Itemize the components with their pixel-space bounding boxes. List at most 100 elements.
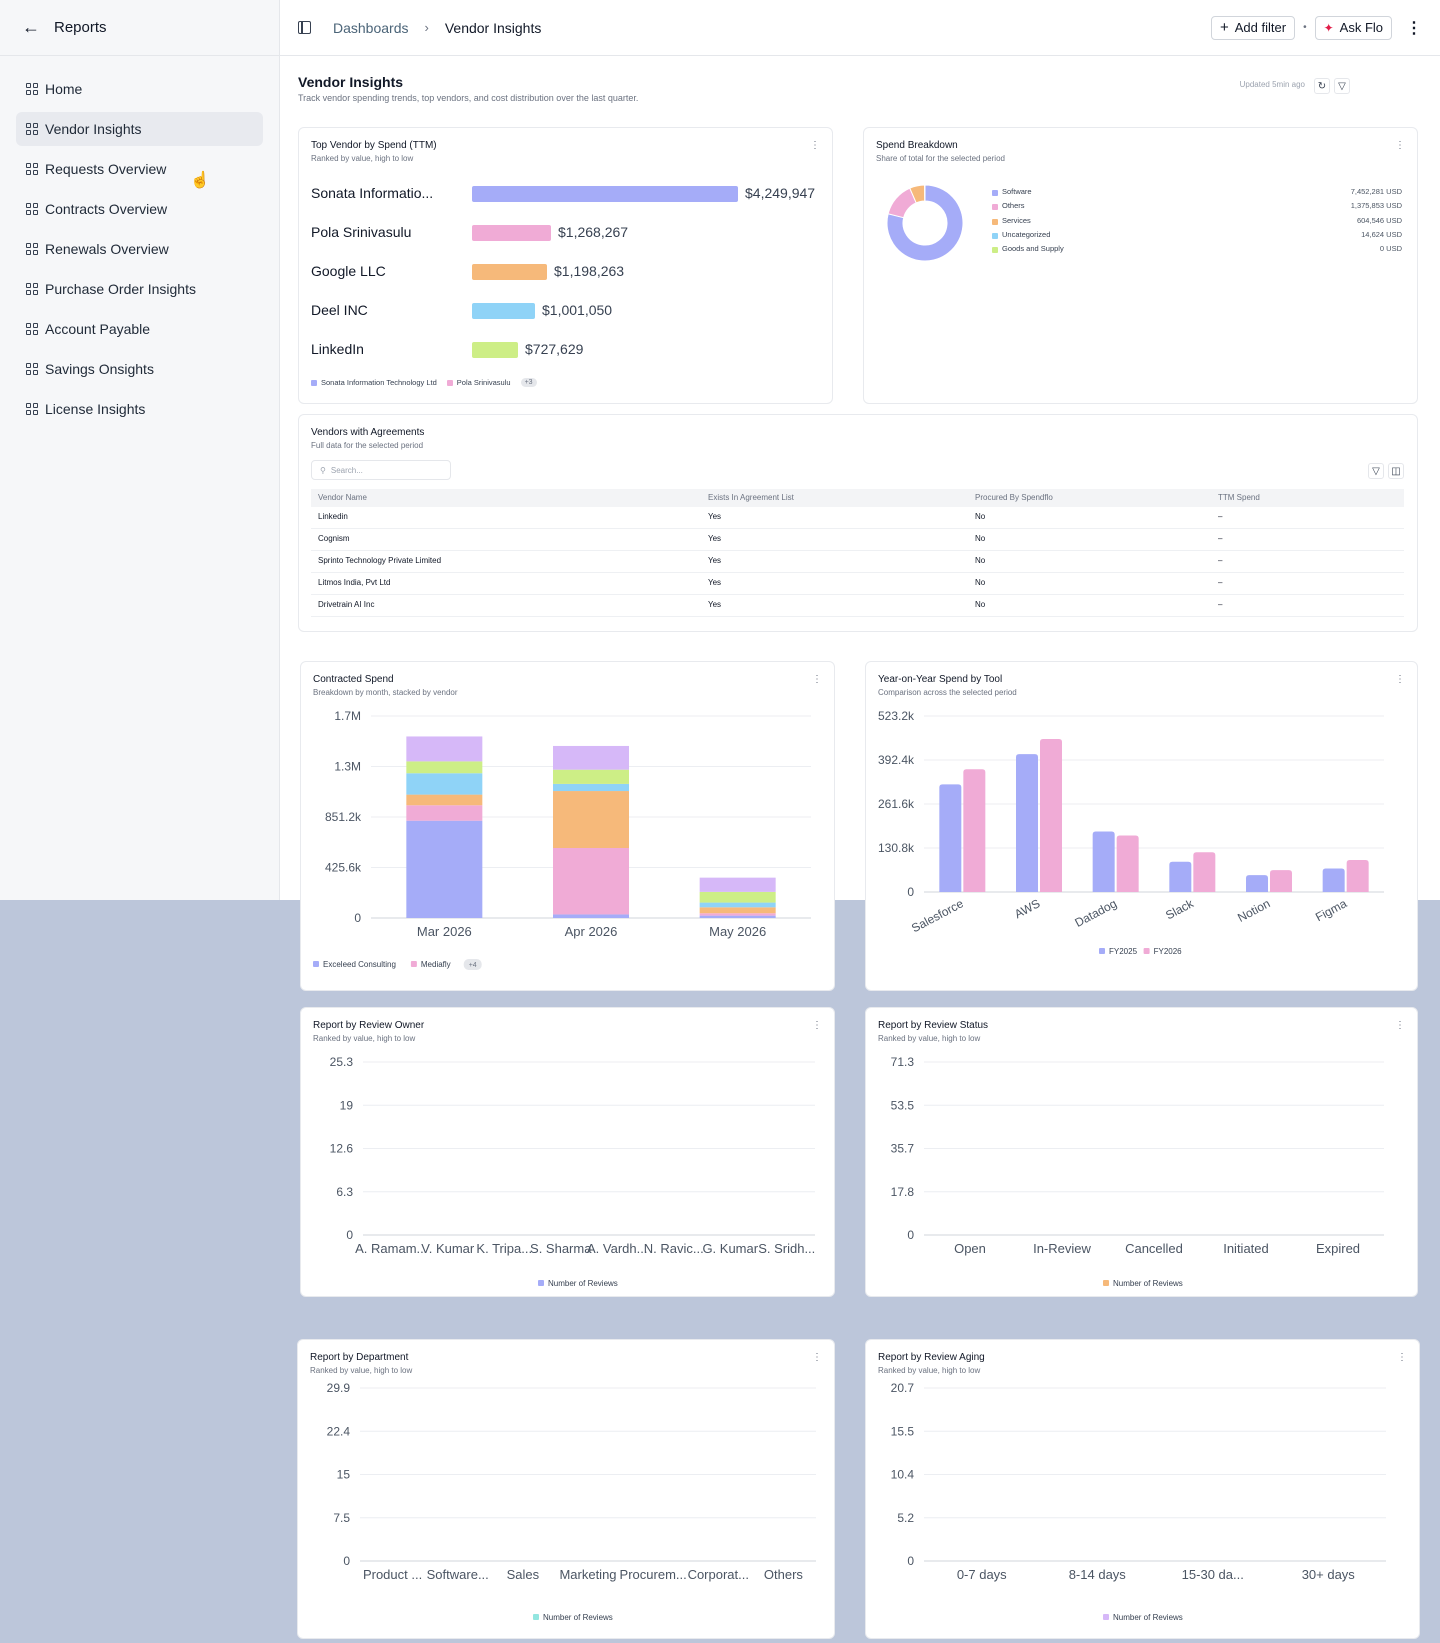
sidebar-item-4[interactable]: Renewals Overview (16, 232, 263, 266)
stacked-bar-segment[interactable] (406, 736, 483, 762)
table-row[interactable]: Linkedin Yes No – (311, 507, 1404, 529)
donut-slice[interactable] (886, 184, 964, 262)
card-menu-icon[interactable]: ⋮ (812, 674, 822, 685)
stacked-bar-segment[interactable] (553, 791, 629, 848)
sidebar-item-7[interactable]: Savings Onsights (16, 352, 263, 386)
card-subtitle: Comparison across the selected period (878, 688, 1017, 697)
column-header[interactable]: Procured By Spendflo (975, 493, 1053, 502)
stacked-bar-segment[interactable] (699, 913, 776, 916)
sidebar-title: Reports (54, 19, 107, 36)
stacked-bar-segment[interactable] (406, 761, 483, 774)
vendor-bar-row[interactable]: Pola Srinivasulu $1,268,267 (311, 222, 831, 244)
bar[interactable] (1246, 875, 1268, 892)
breadcrumb-dashboards[interactable]: Dashboards (333, 19, 409, 36)
y-tick-label: 20.7 (891, 1381, 915, 1395)
bar[interactable] (1346, 860, 1369, 892)
legend-label: Number of Reviews (1113, 1279, 1183, 1288)
bar[interactable] (939, 784, 962, 892)
card-subtitle: Ranked by value, high to low (310, 1366, 413, 1375)
table-row[interactable]: Sprinto Technology Private Limited Yes No – (311, 551, 1404, 573)
card-menu-icon[interactable]: ⋮ (812, 1352, 822, 1363)
x-tick-label: A. Ramam... (355, 1241, 427, 1256)
legend-swatch (1103, 1614, 1109, 1620)
stacked-bar-segment[interactable] (553, 783, 629, 792)
sidebar-item-3[interactable]: Contracts Overview (16, 192, 263, 226)
toggle-sidebar-icon[interactable] (298, 21, 311, 34)
bar[interactable] (963, 769, 986, 892)
stacked-bar-segment[interactable] (406, 773, 483, 795)
table-row[interactable]: Drivetrain AI Inc Yes No – (311, 595, 1404, 617)
sidebar-item-0[interactable]: Home (16, 72, 263, 106)
stacked-bar-segment[interactable] (553, 769, 629, 784)
column-header[interactable]: TTM Spend (1218, 493, 1260, 502)
vendor-bar-row[interactable]: Google LLC $1,198,263 (311, 261, 831, 283)
sidebar-item-2[interactable]: Requests Overview (16, 152, 263, 186)
donut-chart (886, 184, 964, 262)
ask-flo-button[interactable]: ✦ Ask Flo (1314, 15, 1392, 40)
bar[interactable] (1116, 835, 1139, 892)
columns-icon[interactable]: ◫ (1388, 463, 1404, 479)
bar[interactable] (1193, 852, 1216, 892)
bar[interactable] (1322, 868, 1345, 892)
table-row[interactable]: Cognism Yes No – (311, 529, 1404, 551)
y-tick-label: 523.2k (878, 709, 915, 723)
vendor-bar-row[interactable]: Deel INC $1,001,050 (311, 300, 831, 322)
stacked-bar-segment[interactable] (699, 915, 776, 918)
bar[interactable] (1040, 738, 1062, 892)
more-options-icon[interactable]: ⋮ (1406, 19, 1422, 37)
back-arrow-icon[interactable]: ← (22, 17, 40, 37)
sidebar-item-8[interactable]: License Insights (16, 392, 263, 426)
stacked-bar-segment[interactable] (699, 877, 776, 892)
x-tick-label: Cancelled (1125, 1241, 1183, 1256)
bar[interactable] (1016, 754, 1038, 892)
card-menu-icon[interactable]: ⋮ (812, 1020, 822, 1031)
filter-icon[interactable]: ▽ (1334, 78, 1350, 94)
stacked-bar-segment[interactable] (699, 902, 776, 908)
bar[interactable] (1169, 861, 1192, 892)
vendor-bar-row[interactable]: Sonata Informatio... $4,249,947 (311, 183, 831, 205)
table-cell: Sprinto Technology Private Limited (318, 556, 442, 565)
table-cell: – (1218, 556, 1223, 565)
stacked-bar-segment[interactable] (553, 914, 629, 918)
card-menu-icon[interactable]: ⋮ (1395, 1020, 1405, 1031)
table-row[interactable]: Litmos India, Pvt Ltd Yes No – (311, 573, 1404, 595)
contracted-spend-chart: 0 425.6k 851.2k 1.3M 1.7M Mar 2026 Apr 2026 May… (313, 709, 811, 970)
sidebar-item-1[interactable]: Vendor Insights (16, 112, 263, 146)
vendor-value: $727,629 (525, 341, 584, 357)
legend-more-badge[interactable]: +3 (520, 378, 537, 387)
y-tick-label: 0 (907, 885, 914, 899)
bar[interactable] (1092, 831, 1115, 892)
column-header[interactable]: Exists In Agreement List (708, 493, 794, 502)
add-filter-button[interactable]: + Add filter (1211, 15, 1296, 40)
legend-more-badge[interactable] (463, 959, 482, 970)
legend-swatch (1143, 948, 1150, 954)
stacked-bar-segment[interactable] (406, 794, 483, 806)
stacked-bar-segment[interactable] (406, 805, 483, 821)
stacked-bar-segment[interactable] (553, 745, 629, 770)
vendor-value: $1,001,050 (542, 302, 613, 318)
chart-legend: Sonata Information Technology Ltd Pola S… (311, 378, 537, 387)
card-menu-icon[interactable]: ⋮ (810, 140, 820, 151)
stacked-bar-segment[interactable] (553, 847, 629, 915)
refresh-icon[interactable]: ↻ (1314, 78, 1330, 94)
search-input[interactable]: ⚲ Search... (311, 460, 451, 480)
sidebar-item-label: Requests Overview (45, 161, 167, 177)
vendor-bar (472, 225, 551, 241)
stacked-bar-segment[interactable] (699, 907, 776, 914)
card-menu-icon[interactable]: ⋮ (1395, 140, 1405, 151)
card-title: Report by Review Status (878, 1020, 989, 1031)
sidebar-item-label: Vendor Insights (45, 121, 142, 137)
breakdown-row: Software 7,452,281 USD (992, 187, 1402, 201)
column-header[interactable]: Vendor Name (318, 493, 367, 502)
sidebar-item-5[interactable]: Purchase Order Insights (16, 272, 263, 306)
card-menu-icon[interactable]: ⋮ (1397, 1352, 1407, 1363)
table-filter-icon[interactable]: ▽ (1368, 463, 1384, 479)
card-menu-icon[interactable]: ⋮ (1395, 674, 1405, 685)
department-card: Report by Department Ranked by value, hi… (297, 1339, 835, 1639)
sidebar-item-6[interactable]: Account Payable (16, 312, 263, 346)
bar[interactable] (1270, 870, 1292, 892)
legend-swatch (1103, 1280, 1109, 1286)
vendor-bar-row[interactable]: LinkedIn $727,629 (311, 339, 831, 361)
stacked-bar-segment[interactable] (406, 820, 483, 918)
stacked-bar-segment[interactable] (699, 891, 776, 903)
